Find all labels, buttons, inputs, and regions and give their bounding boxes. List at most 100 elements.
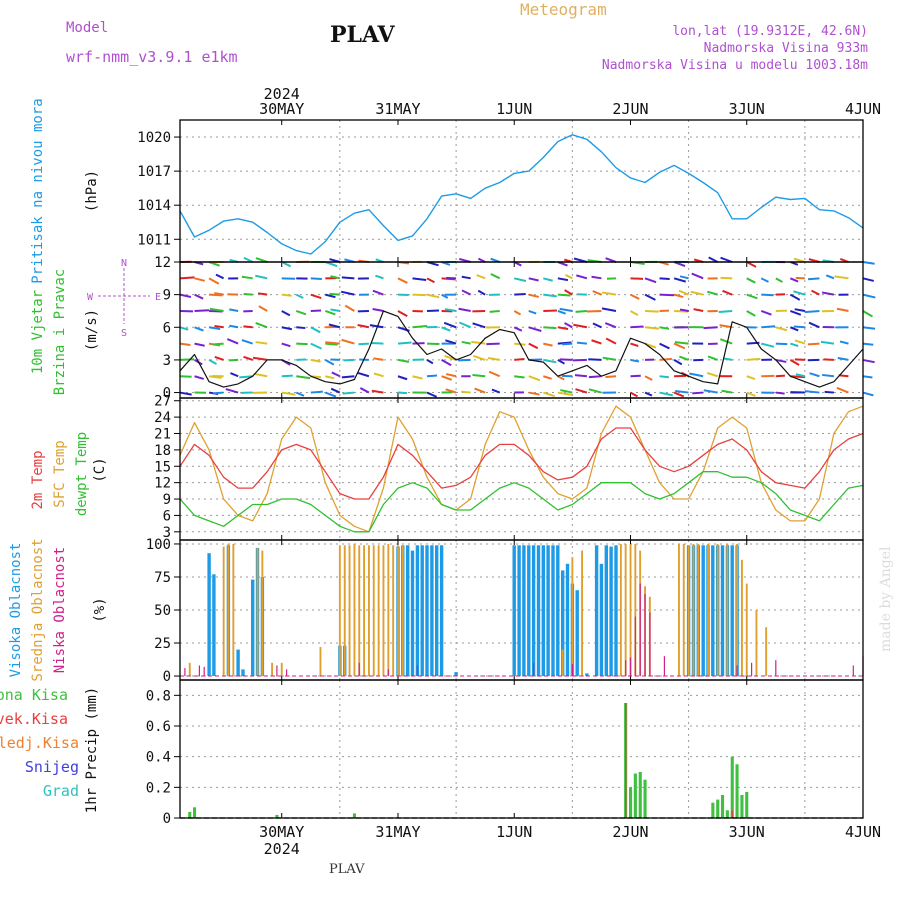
- cloud-high-bar: [711, 545, 715, 677]
- wind-arrow: [679, 355, 689, 361]
- wind-arrow: [281, 391, 296, 396]
- wind-arrow: [789, 359, 800, 366]
- cloud-mid-bar: [261, 550, 264, 677]
- wind-arrow: [255, 257, 268, 263]
- wind-arrow: [839, 340, 849, 345]
- wind-arrow: [564, 289, 573, 296]
- wind-arrow: [281, 326, 293, 331]
- cloud-low-bar: [416, 665, 418, 677]
- wind-arrow: [862, 391, 874, 397]
- cloud-mid-bar: [188, 662, 191, 676]
- total-rain-bar: [638, 772, 642, 818]
- wind-arrow: [528, 342, 539, 350]
- wind-arrow: [373, 372, 384, 378]
- wind-arrow: [793, 290, 806, 296]
- wind-arrow: [341, 338, 355, 345]
- total-rain-bar: [188, 811, 192, 818]
- wind-arrow: [862, 342, 874, 346]
- wind-arrow: [473, 354, 486, 361]
- cloud-title-mid: Srednja Oblacnost: [30, 538, 46, 681]
- top-date-label: 1JUN: [496, 100, 532, 118]
- wind-arrow: [543, 375, 552, 380]
- cloud-high-bar: [561, 570, 565, 677]
- wind-arrow: [229, 308, 239, 312]
- wind-arrow: [644, 309, 659, 313]
- wind-arrow: [557, 391, 572, 396]
- wind-arrow: [703, 389, 718, 394]
- wind-arrow: [605, 375, 617, 379]
- wind-arrow: [194, 309, 210, 312]
- wind-arrow: [834, 275, 849, 280]
- wind-arrow: [644, 326, 660, 330]
- cloud-mid-bar: [678, 544, 680, 677]
- temp-ytick-label: 12: [154, 476, 171, 492]
- wind-arrow: [412, 293, 426, 297]
- wind-arrow: [514, 277, 527, 282]
- wind-arrow: [243, 256, 254, 263]
- wind-arrow: [825, 274, 835, 280]
- cloud-high-bar: [420, 545, 424, 677]
- pressure-frame: [179, 119, 864, 263]
- wind-arrow: [836, 307, 849, 312]
- cloud-mid-bar: [726, 544, 729, 677]
- wind-arrow: [823, 358, 834, 361]
- bottom-date-label: 30MAY: [259, 823, 304, 841]
- cloud-high-bar: [454, 672, 458, 677]
- wind-arrow: [760, 277, 769, 283]
- wind-arrow: [528, 293, 540, 298]
- wind-arrow: [179, 326, 189, 331]
- wind-arrow: [746, 310, 756, 317]
- wind-arrow: [487, 357, 500, 361]
- wind-arrow: [790, 342, 799, 347]
- wind-arrow: [328, 323, 341, 329]
- precip-legend-item: Grad: [43, 782, 79, 800]
- wind-arrow: [369, 324, 384, 329]
- wind-arrow: [588, 388, 602, 394]
- wind-arrow: [575, 388, 588, 394]
- wind-arrow: [706, 372, 718, 378]
- wind-arrow: [562, 342, 573, 346]
- wind-arrow: [514, 358, 525, 361]
- wind-arrow: [229, 324, 239, 329]
- cloud-high-bar: [546, 545, 550, 677]
- cloud-high-bar: [604, 545, 608, 677]
- cloud-high-bar: [536, 545, 541, 677]
- wind-arrow: [340, 290, 355, 296]
- wind-arrow: [325, 341, 340, 345]
- cloud-high-bar: [730, 545, 734, 677]
- top-date-label: 4JUN: [845, 100, 881, 118]
- wind-arrow: [330, 275, 341, 280]
- cloud-mid-bar: [741, 559, 743, 676]
- wind-arrow: [472, 373, 486, 378]
- cloud-mid-bar: [280, 662, 283, 676]
- wind-arrow: [472, 322, 486, 329]
- wind-arrow: [412, 325, 428, 329]
- wind-arrow: [310, 293, 322, 300]
- cloud-low-bar: [625, 660, 627, 676]
- wind-arrow: [543, 342, 553, 347]
- wind-arrow: [673, 391, 685, 398]
- wind-arrow: [214, 355, 224, 361]
- wind-arrow: [630, 374, 641, 378]
- wind-arrow: [258, 305, 268, 312]
- wind-arrow: [557, 359, 565, 365]
- cloud-high-bar: [241, 669, 245, 676]
- cloud-ytick-label: 100: [146, 537, 171, 553]
- wind-axis: 0 3 6 9 12: [154, 255, 864, 402]
- cloud-high-bar: [425, 545, 429, 677]
- convective-rain-bar: [625, 703, 627, 818]
- wind-arrow: [528, 277, 539, 282]
- wind-arrow: [746, 261, 757, 268]
- cloud-high-bar: [435, 545, 439, 677]
- top-year-label: 2024: [264, 85, 300, 103]
- wind-arrow: [703, 326, 718, 330]
- wind-arrow: [775, 277, 783, 283]
- precip-ytick-label: 0.8: [146, 688, 171, 704]
- total-rain-bar: [629, 787, 633, 818]
- wind-arrow: [808, 321, 820, 329]
- precip-axis: 0 0.2 0.4 0.6 0.8: [146, 680, 864, 827]
- convective-rain-bar: [731, 810, 733, 818]
- precip-legend-item: Konvek.Kisa: [0, 710, 68, 728]
- wind-arrow: [461, 390, 471, 394]
- cloud-mid-bar: [397, 545, 399, 677]
